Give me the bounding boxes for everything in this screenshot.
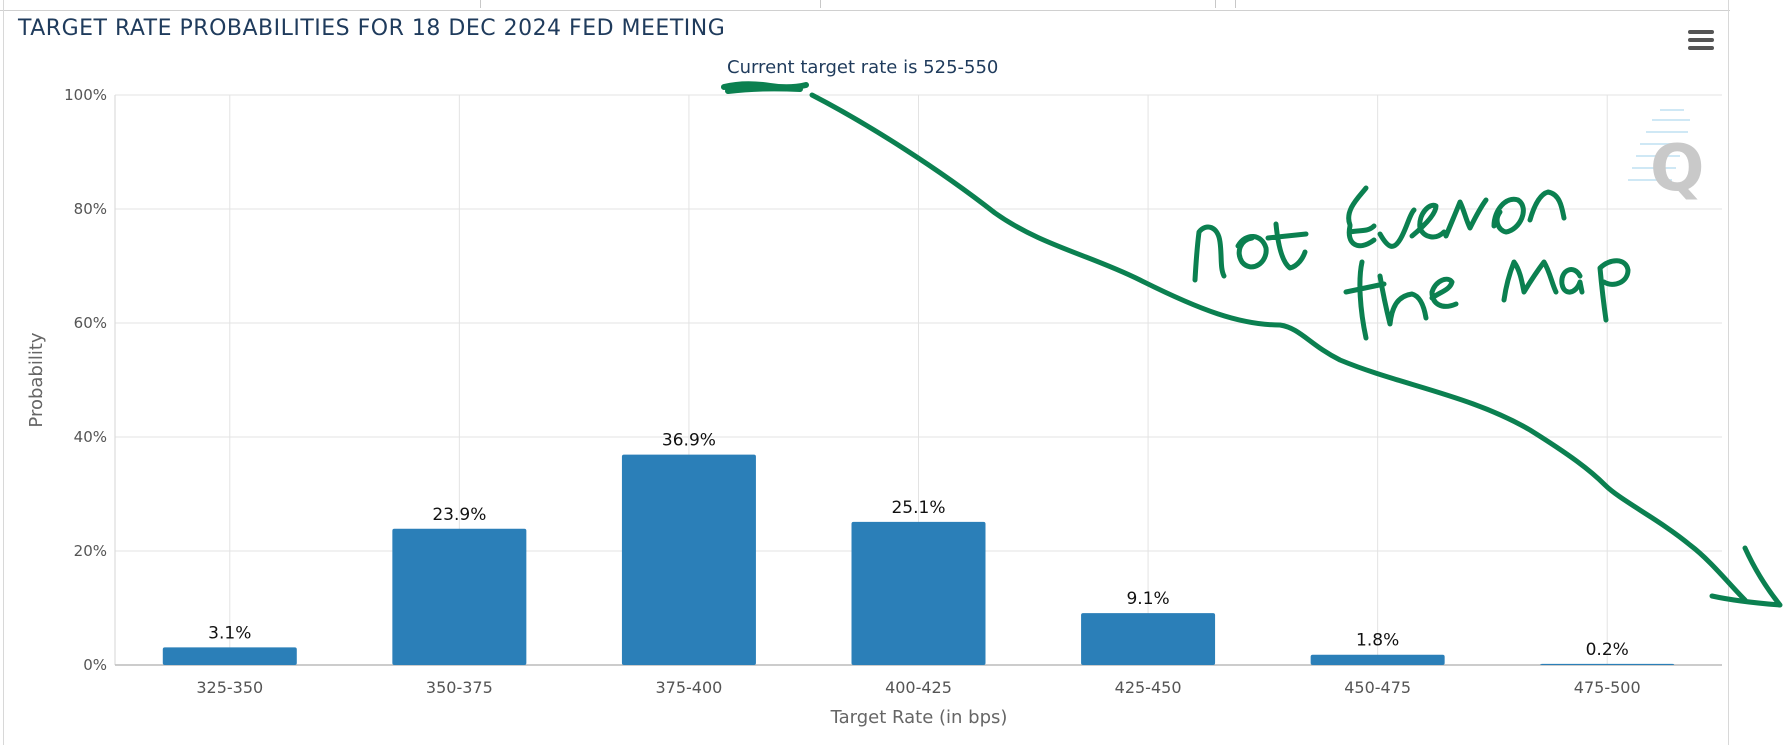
left-border	[3, 0, 4, 745]
y-tick-labels: 0% 20% 40% 60% 80% 100%	[64, 86, 107, 674]
x-tick-label: 450-475	[1344, 678, 1411, 697]
y-axis-title: Probability	[26, 332, 47, 427]
y-tick-label: 40%	[74, 428, 107, 446]
tab-separator	[820, 0, 821, 8]
handwritten-text-line2	[1343, 258, 1631, 341]
y-tick-label: 0%	[83, 656, 107, 674]
tab-separator	[1235, 0, 1236, 8]
y-tick-label: 20%	[74, 542, 107, 560]
watermark-q: Q	[1650, 132, 1704, 206]
x-tick-label: 425-450	[1115, 678, 1182, 697]
bar-350-375[interactable]	[392, 528, 527, 665]
y-tick-label: 100%	[64, 86, 107, 104]
x-tick-labels: 325-350 350-375 375-400 400-425 425-450 450-4…	[196, 678, 1640, 697]
data-label: 1.8%	[1356, 631, 1399, 651]
chart-subtitle: Current target rate is 525-550	[727, 57, 998, 78]
tab-separator	[480, 0, 481, 8]
bar-400-425[interactable]	[851, 521, 986, 665]
tab-separator	[1215, 0, 1216, 8]
y-tick-label: 60%	[74, 314, 107, 332]
x-tick-label: 375-400	[655, 678, 722, 697]
watermark-logo: Q	[1628, 109, 1704, 206]
data-label: 23.9%	[432, 505, 486, 525]
x-tick-label: 475-500	[1574, 678, 1641, 697]
handwritten-text-line1	[1192, 185, 1567, 283]
data-label: 9.1%	[1126, 589, 1169, 609]
data-label: 25.1%	[891, 498, 945, 518]
top-border	[0, 0, 1730, 11]
hamburger-menu-icon[interactable]	[1688, 30, 1714, 54]
x-tick-label: 350-375	[426, 678, 493, 697]
data-label: 3.1%	[208, 623, 251, 643]
bar-375-400[interactable]	[621, 454, 756, 665]
x-tick-label: 325-350	[196, 678, 263, 697]
x-axis-title: Target Rate (in bps)	[830, 707, 1008, 728]
right-border	[1728, 0, 1729, 745]
x-tick-label: 400-425	[885, 678, 952, 697]
bar-450-475[interactable]	[1310, 654, 1445, 665]
handwritten-annotation	[721, 81, 1783, 608]
bar-475-500[interactable]	[1540, 663, 1675, 665]
data-label: 0.2%	[1586, 640, 1629, 660]
chart-title: TARGET RATE PROBABILITIES FOR 18 DEC 202…	[18, 16, 726, 41]
y-tick-label: 80%	[74, 200, 107, 218]
data-labels: 3.1% 23.9% 36.9% 25.1% 9.1% 1.8% 0.2%	[208, 431, 1629, 660]
bar-325-350[interactable]	[162, 647, 297, 665]
bar-425-450[interactable]	[1081, 613, 1216, 665]
underline-scribble	[721, 81, 809, 94]
arrow-head	[1709, 545, 1783, 608]
bars	[162, 454, 1675, 665]
data-label: 36.9%	[662, 431, 716, 451]
annotation-arrow-line	[809, 92, 1748, 603]
